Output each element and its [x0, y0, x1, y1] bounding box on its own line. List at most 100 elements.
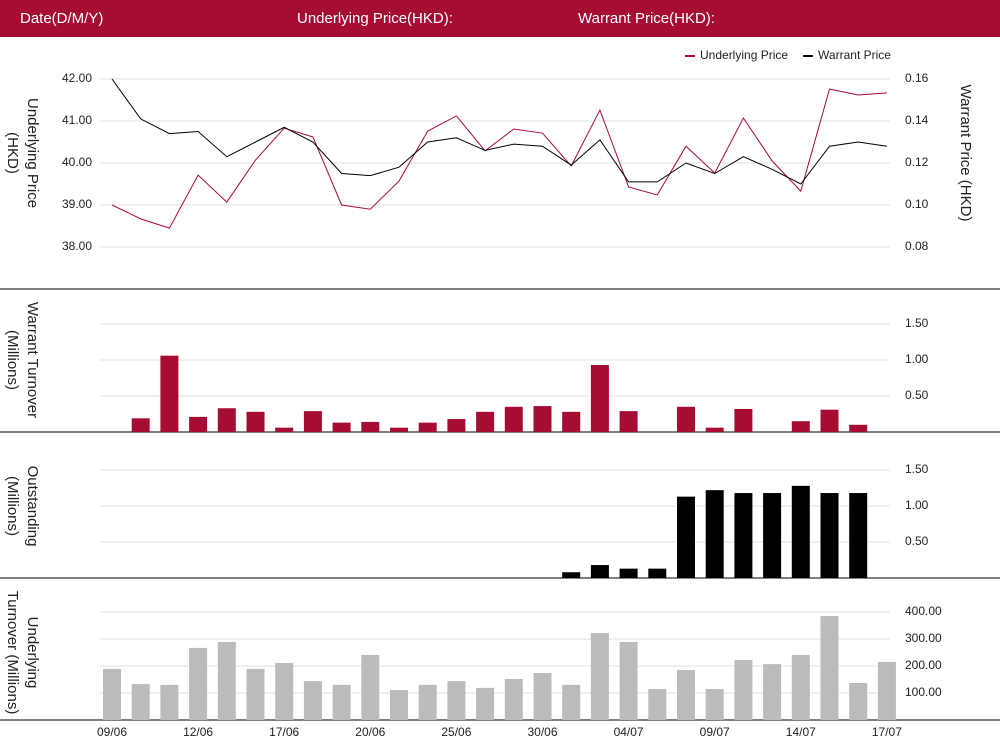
y-axis-label: (Millions): [4, 476, 21, 536]
bar: [849, 424, 868, 432]
y-axis-label: Underlying Price: [24, 98, 41, 208]
y-tick-label: 100.00: [905, 685, 942, 699]
bar: [705, 688, 724, 720]
bar: [303, 681, 322, 720]
y-tick-label: 38.00: [62, 239, 92, 253]
bar: [103, 668, 121, 720]
bar: [533, 406, 552, 432]
bar: [447, 681, 466, 720]
y-tick-label: 200.00: [905, 658, 942, 672]
bar: [734, 660, 753, 720]
bar: [217, 408, 236, 432]
y2-tick-label: 0.14: [905, 113, 929, 127]
bar: [189, 647, 208, 720]
y-tick-label: 300.00: [905, 631, 942, 645]
bar: [476, 411, 495, 432]
y-tick-label: 42.00: [62, 71, 92, 85]
bar: [849, 683, 868, 720]
bar: [131, 418, 150, 432]
bar: [619, 641, 638, 720]
bar: [791, 654, 810, 720]
y-tick-label: 1.50: [905, 316, 929, 330]
bar: [275, 427, 294, 432]
header-bar: [0, 0, 1000, 37]
bar: [390, 690, 408, 720]
bar: [504, 678, 523, 720]
y2-tick-label: 0.08: [905, 239, 929, 253]
y-tick-label: 40.00: [62, 155, 92, 169]
bar: [619, 568, 638, 578]
bar: [447, 419, 466, 432]
bar: [332, 684, 351, 720]
y-axis-label: (HKD): [4, 132, 21, 174]
bar: [217, 641, 236, 720]
x-tick-label: 14/07: [786, 725, 816, 739]
bar: [275, 663, 294, 720]
bar: [160, 355, 179, 432]
bar: [361, 654, 380, 720]
bar: [361, 421, 380, 432]
bar: [590, 633, 609, 720]
bar: [418, 684, 437, 720]
bar: [734, 408, 753, 432]
underlying-label: Underlying Price(HKD):: [297, 10, 453, 27]
bar: [533, 673, 552, 720]
bar: [131, 684, 150, 720]
y2-tick-label: 0.12: [905, 155, 929, 169]
y-tick-label: 39.00: [62, 197, 92, 211]
bar: [160, 684, 179, 720]
bar: [877, 661, 896, 720]
y-tick-label: 0.50: [905, 388, 929, 402]
y-axis-label: Outstanding: [24, 466, 41, 547]
y-axis-label: Underlying: [24, 617, 41, 689]
bar: [562, 572, 581, 578]
bar: [619, 411, 638, 432]
bar: [246, 668, 265, 720]
line-series: [111, 88, 887, 229]
bar: [590, 565, 609, 578]
bar: [677, 496, 695, 578]
bar: [390, 427, 408, 432]
x-tick-label: 12/06: [183, 725, 213, 739]
y2-tick-label: 0.16: [905, 71, 929, 85]
bar: [734, 493, 753, 578]
y-tick-label: 0.50: [905, 534, 929, 548]
x-tick-label: 20/06: [355, 725, 385, 739]
bar: [648, 568, 667, 578]
bar: [820, 409, 839, 432]
y-axis-label: (Millions): [4, 330, 21, 390]
bar: [303, 411, 322, 432]
y-tick-label: 41.00: [62, 113, 92, 127]
y-tick-label: 400.00: [905, 604, 942, 618]
legend-label: Warrant Price: [818, 48, 891, 62]
x-tick-label: 09/06: [97, 725, 127, 739]
x-tick-label: 17/07: [872, 725, 902, 739]
y-axis-label: Turnover (Millions): [4, 591, 21, 715]
line-series: [111, 78, 887, 185]
x-tick-label: 17/06: [269, 725, 299, 739]
bar: [504, 406, 523, 432]
y2-tick-label: 0.10: [905, 197, 929, 211]
bar: [648, 688, 667, 720]
bar: [562, 684, 581, 720]
bar: [246, 411, 265, 432]
bar: [705, 427, 724, 432]
bar: [820, 493, 839, 578]
bar: [820, 616, 839, 720]
bar: [189, 416, 208, 432]
bar: [332, 422, 351, 432]
legend-label: Underlying Price: [700, 48, 788, 62]
bar: [791, 421, 810, 432]
y-tick-label: 1.00: [905, 352, 929, 366]
bar: [763, 493, 782, 578]
y2-axis-label: Warrant Price (HKD): [957, 85, 974, 222]
bar: [590, 365, 609, 432]
bar: [476, 687, 495, 720]
y-axis-label: Warrant Turnover: [24, 302, 41, 418]
x-tick-label: 09/07: [700, 725, 730, 739]
bar: [849, 493, 868, 578]
bar: [677, 670, 695, 720]
bar: [418, 422, 437, 432]
bar: [791, 485, 810, 578]
